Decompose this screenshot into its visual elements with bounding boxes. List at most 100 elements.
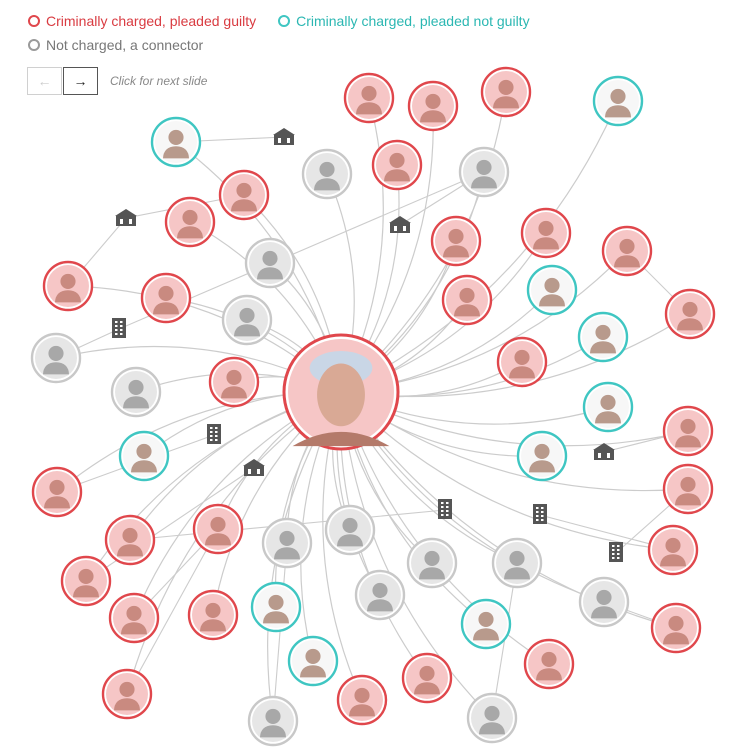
connector-node[interactable] [244, 237, 296, 289]
guilty-person-node[interactable] [664, 288, 716, 340]
head-shape [498, 79, 514, 95]
shoulders-shape [674, 493, 702, 506]
shoulders-shape [162, 146, 190, 159]
guilty-person-node[interactable] [601, 225, 653, 277]
shoulders-shape [613, 255, 641, 268]
not-guilty-ring-icon [278, 15, 291, 27]
guilty-person-node[interactable] [480, 66, 532, 118]
head-shape [265, 708, 281, 724]
head-shape [158, 285, 174, 301]
legend-label-guilty: Criminally charged, pleaded guilty [46, 13, 257, 29]
guilty-person-node[interactable] [218, 169, 270, 221]
shoulders-shape [589, 341, 617, 354]
connector-node[interactable] [406, 537, 458, 589]
office-building-icon [533, 504, 547, 524]
connector-node[interactable] [491, 537, 543, 589]
guilty-person-node[interactable] [520, 207, 572, 259]
shoulders-shape [43, 496, 71, 509]
not-guilty-person-node[interactable] [577, 311, 629, 363]
connector-node[interactable] [324, 504, 376, 556]
guilty-person-node[interactable] [662, 463, 714, 515]
next-slide-button[interactable]: → [63, 67, 98, 95]
face-shape [317, 363, 365, 427]
connector-node[interactable] [247, 695, 299, 747]
not-guilty-person-node[interactable] [287, 635, 339, 687]
connector-node[interactable] [354, 569, 406, 621]
guilty-person-node[interactable] [60, 555, 112, 607]
not-guilty-person-node[interactable] [150, 116, 202, 168]
connector-node[interactable] [578, 576, 630, 628]
not-guilty-person-node[interactable] [516, 430, 568, 482]
guilty-person-node[interactable] [343, 72, 395, 124]
guilty-person-node[interactable] [42, 260, 94, 312]
guilty-person-node[interactable] [647, 524, 699, 576]
guilty-person-node[interactable] [108, 592, 160, 644]
head-shape [136, 443, 152, 459]
head-shape [262, 250, 278, 266]
connector-node[interactable] [466, 692, 518, 744]
connector-node[interactable] [261, 517, 313, 569]
guilty-person-node[interactable] [441, 274, 493, 326]
legend-label-connector: Not charged, a connector [46, 37, 204, 53]
guilty-person-node[interactable] [496, 336, 548, 388]
shoulders-shape [292, 431, 390, 447]
connector-node[interactable] [110, 366, 162, 418]
head-shape [236, 182, 252, 198]
shoulders-shape [152, 302, 180, 315]
head-shape [168, 129, 184, 145]
head-shape [595, 324, 611, 340]
guilty-person-node[interactable] [164, 196, 216, 248]
head-shape [544, 277, 560, 293]
head-shape [48, 345, 64, 361]
shoulders-shape [259, 725, 287, 738]
head-shape [60, 273, 76, 289]
guilty-person-node[interactable] [187, 589, 239, 641]
shoulders-shape [453, 304, 481, 317]
head-shape [484, 705, 500, 721]
shoulders-shape [508, 366, 536, 379]
guilty-person-node[interactable] [31, 466, 83, 518]
not-guilty-person-node[interactable] [250, 581, 302, 633]
head-shape [424, 550, 440, 566]
head-shape [596, 589, 612, 605]
guilty-person-node[interactable] [104, 514, 156, 566]
shoulders-shape [532, 237, 560, 250]
guilty-ring-icon [28, 15, 40, 27]
not-guilty-person-node[interactable] [592, 75, 644, 127]
head-shape [319, 161, 335, 177]
guilty-person-node[interactable] [208, 356, 260, 408]
not-guilty-person-node[interactable] [582, 381, 634, 433]
shoulders-shape [313, 178, 341, 191]
guilty-person-node[interactable] [336, 674, 388, 726]
head-shape [226, 369, 242, 385]
buildings-layer [112, 128, 623, 562]
arrow-left-icon: ← [37, 73, 52, 89]
guilty-person-node[interactable] [407, 80, 459, 132]
peripheral-link [85, 467, 255, 582]
connector-node[interactable] [301, 148, 353, 200]
shoulders-shape [120, 622, 148, 635]
head-shape [538, 220, 554, 236]
guilty-person-node[interactable] [430, 215, 482, 267]
shoulders-shape [113, 698, 141, 711]
shoulders-shape [116, 544, 144, 557]
guilty-person-node[interactable] [192, 503, 244, 555]
guilty-person-node[interactable] [650, 602, 702, 654]
guilty-person-node[interactable] [371, 139, 423, 191]
connector-node[interactable] [221, 294, 273, 346]
not-guilty-person-node[interactable] [460, 598, 512, 650]
guilty-person-node[interactable] [140, 272, 192, 324]
not-guilty-person-node[interactable] [526, 264, 578, 316]
connector-node[interactable] [30, 332, 82, 384]
connector-node[interactable] [458, 146, 510, 198]
guilty-person-node[interactable] [523, 638, 575, 690]
central-person-node[interactable] [282, 333, 400, 451]
office-building-icon [609, 542, 623, 562]
guilty-person-node[interactable] [401, 652, 453, 704]
not-guilty-person-node[interactable] [118, 430, 170, 482]
guilty-person-node[interactable] [101, 668, 153, 720]
shoulders-shape [442, 245, 470, 258]
prev-slide-button[interactable]: ← [27, 67, 62, 95]
guilty-person-node[interactable] [662, 405, 714, 457]
peripheral-link [272, 542, 288, 722]
